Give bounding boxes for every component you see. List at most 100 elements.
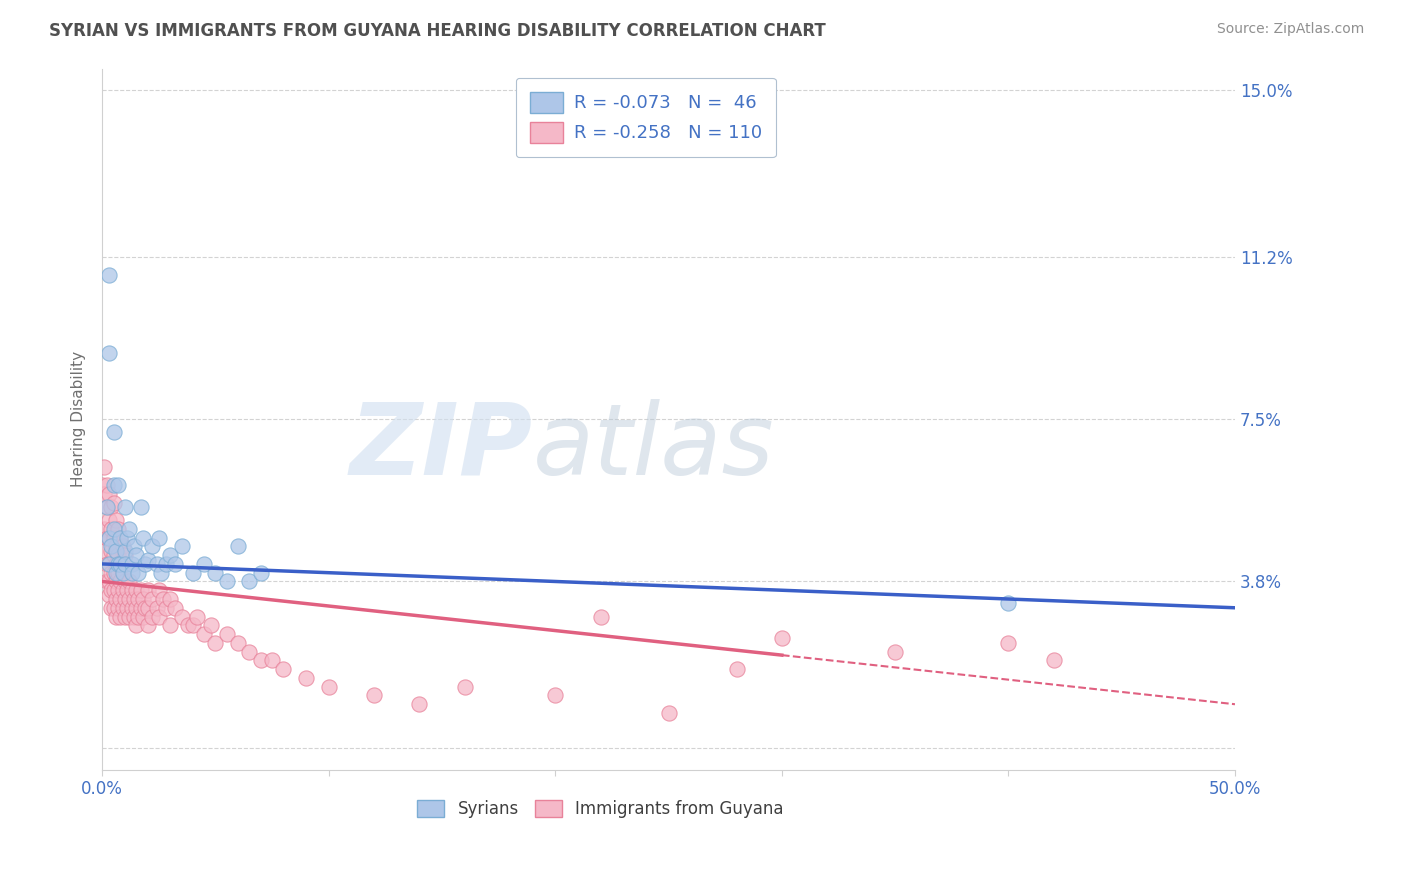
Point bbox=[136, 600, 159, 615]
Point bbox=[454, 680, 477, 694]
Point bbox=[125, 583, 148, 598]
Text: atlas: atlas bbox=[533, 399, 775, 496]
Point bbox=[132, 609, 155, 624]
Point bbox=[408, 698, 430, 712]
Point bbox=[273, 662, 295, 676]
Point bbox=[363, 689, 385, 703]
Text: SYRIAN VS IMMIGRANTS FROM GUYANA HEARING DISABILITY CORRELATION CHART: SYRIAN VS IMMIGRANTS FROM GUYANA HEARING… bbox=[49, 22, 825, 40]
Point bbox=[145, 557, 167, 571]
Point bbox=[295, 671, 318, 685]
Point bbox=[98, 588, 121, 602]
Point bbox=[104, 540, 127, 554]
Point bbox=[163, 600, 186, 615]
Point bbox=[148, 531, 170, 545]
Point bbox=[134, 557, 156, 571]
Point bbox=[111, 540, 134, 554]
Point bbox=[127, 592, 149, 607]
Point bbox=[103, 495, 125, 509]
Point bbox=[98, 557, 121, 571]
Point bbox=[170, 540, 193, 554]
Point bbox=[155, 557, 177, 571]
Point bbox=[110, 531, 132, 545]
Point bbox=[98, 513, 121, 527]
Point bbox=[204, 566, 226, 580]
Point bbox=[122, 609, 145, 624]
Point bbox=[134, 600, 156, 615]
Point bbox=[127, 566, 149, 580]
Point bbox=[96, 574, 118, 589]
Point bbox=[163, 557, 186, 571]
Point bbox=[997, 596, 1019, 610]
Point bbox=[98, 574, 121, 589]
Point bbox=[111, 600, 134, 615]
Point bbox=[110, 592, 132, 607]
Point bbox=[658, 706, 681, 720]
Point bbox=[110, 609, 132, 624]
Point bbox=[159, 618, 181, 632]
Point bbox=[118, 609, 141, 624]
Point bbox=[127, 609, 149, 624]
Point bbox=[129, 600, 152, 615]
Point bbox=[107, 600, 129, 615]
Point bbox=[132, 592, 155, 607]
Point bbox=[204, 636, 226, 650]
Point bbox=[103, 531, 125, 545]
Point bbox=[193, 627, 215, 641]
Point bbox=[145, 600, 167, 615]
Point bbox=[118, 574, 141, 589]
Point bbox=[104, 574, 127, 589]
Point bbox=[186, 609, 208, 624]
Point bbox=[884, 645, 907, 659]
Point bbox=[107, 478, 129, 492]
Point bbox=[122, 540, 145, 554]
Point bbox=[103, 478, 125, 492]
Point bbox=[136, 552, 159, 566]
Point bbox=[238, 574, 260, 589]
Point bbox=[114, 500, 136, 514]
Point bbox=[96, 500, 118, 514]
Point bbox=[110, 531, 132, 545]
Point bbox=[118, 522, 141, 536]
Point bbox=[125, 548, 148, 562]
Point bbox=[98, 487, 121, 501]
Point bbox=[103, 600, 125, 615]
Point bbox=[100, 543, 122, 558]
Point bbox=[100, 522, 122, 536]
Point bbox=[107, 583, 129, 598]
Point bbox=[170, 609, 193, 624]
Text: ZIP: ZIP bbox=[350, 399, 533, 496]
Point bbox=[100, 540, 122, 554]
Point bbox=[159, 548, 181, 562]
Point bbox=[104, 609, 127, 624]
Point bbox=[104, 513, 127, 527]
Point bbox=[181, 618, 204, 632]
Point bbox=[159, 592, 181, 607]
Point bbox=[96, 557, 118, 571]
Point bbox=[122, 592, 145, 607]
Point bbox=[98, 268, 121, 282]
Point bbox=[110, 557, 132, 571]
Point bbox=[226, 540, 249, 554]
Point bbox=[226, 636, 249, 650]
Point bbox=[155, 600, 177, 615]
Point bbox=[100, 500, 122, 514]
Point bbox=[249, 653, 271, 667]
Point bbox=[200, 618, 222, 632]
Point bbox=[103, 548, 125, 562]
Point bbox=[104, 557, 127, 571]
Point bbox=[148, 609, 170, 624]
Point bbox=[318, 680, 340, 694]
Point bbox=[104, 543, 127, 558]
Point bbox=[129, 500, 152, 514]
Point bbox=[262, 653, 284, 667]
Point bbox=[544, 689, 567, 703]
Point bbox=[115, 531, 138, 545]
Point bbox=[104, 592, 127, 607]
Point bbox=[115, 583, 138, 598]
Point bbox=[118, 592, 141, 607]
Point bbox=[98, 531, 121, 545]
Point bbox=[121, 566, 143, 580]
Point bbox=[103, 522, 125, 536]
Point bbox=[193, 557, 215, 571]
Point bbox=[770, 632, 793, 646]
